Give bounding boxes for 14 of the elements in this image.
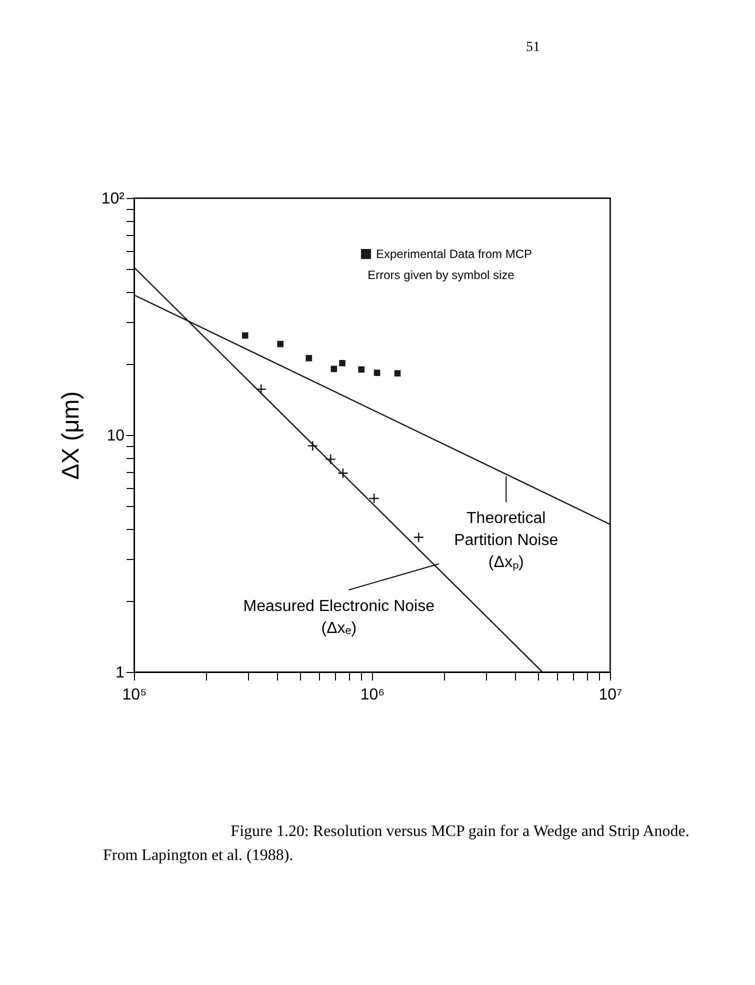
caption: Figure 1.20: Resolution versus MCP gain for a Wedge and Strip Anode. — [230, 823, 690, 840]
x-tick-label: 10⁵ — [122, 686, 147, 704]
annotation: Theoretical Partition Noise (Δxₚ) — [454, 510, 558, 572]
text: From Lapington et al. (1988). — [103, 847, 294, 864]
annotation: Measured Electronic Noise (Δxₑ) — [243, 598, 435, 637]
y-tick-label: 10 — [106, 428, 125, 444]
x-tick-label: 10⁶ — [360, 686, 385, 704]
y-tick-label: 10² — [101, 190, 126, 208]
y-tick-label: 1 — [116, 664, 125, 682]
annotation: Errors given by symbol size — [368, 268, 515, 282]
text: 51 — [526, 40, 540, 55]
y-axis-title: ΔX (μm) — [57, 391, 84, 480]
legend-label: Experimental Data from MCP — [376, 247, 532, 261]
x-tick-label: 10⁷ — [598, 686, 622, 704]
